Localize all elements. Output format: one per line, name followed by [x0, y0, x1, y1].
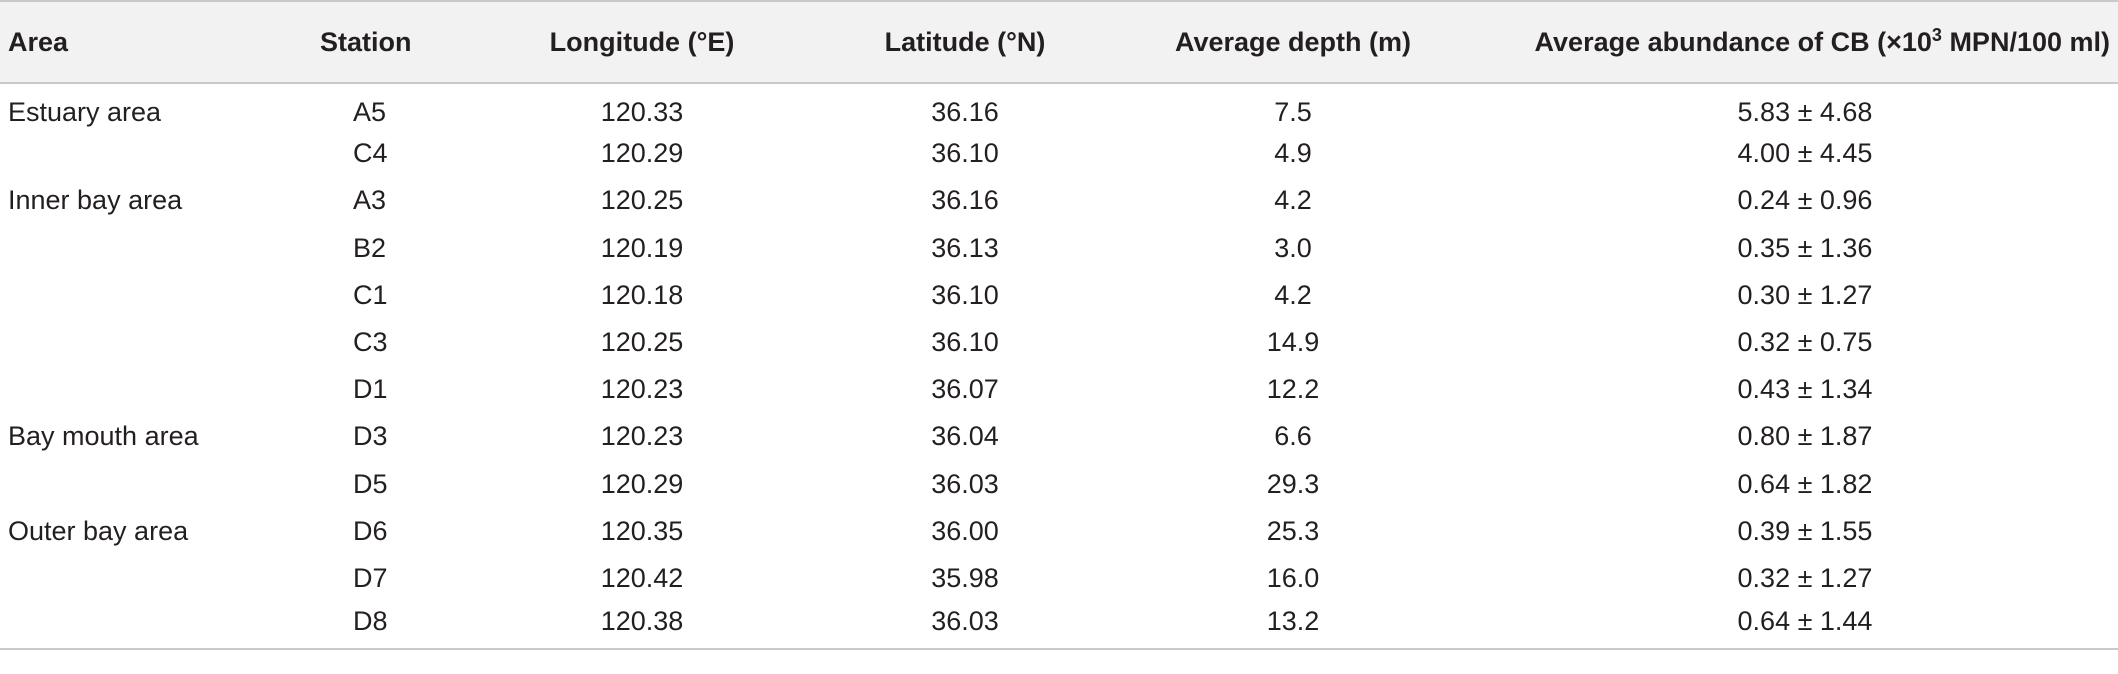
table-row: C1 120.18 36.10 4.2 0.30 ± 1.27: [0, 272, 2118, 319]
cell-area: Estuary area: [8, 96, 162, 127]
cell-latitude: 36.16: [931, 185, 999, 216]
cell-latitude: 36.00: [931, 515, 999, 546]
cell-longitude: 120.42: [600, 562, 684, 593]
cell-cb-abundance: 0.32 ± 0.75: [1737, 327, 1873, 358]
header-latitude: Latitude (°N): [836, 0, 1094, 84]
cell-cb-abundance: 0.32 ± 1.27: [1737, 562, 1873, 593]
table-row: Outer bay area D6 120.35 36.00 25.3 0.39 ± 1.…: [0, 508, 2118, 555]
table-row: Estuary area A5 120.33 36.16 7.5 5.83 ± 4.68: [0, 83, 2118, 130]
cell-longitude: 120.29: [600, 468, 684, 499]
header-cb-abundance: Average abundance of CB (×103 MPN/100 ml…: [1492, 0, 2118, 84]
cell-cb-abundance: 0.30 ± 1.27: [1737, 279, 1873, 310]
header-depth: Average depth (m): [1094, 0, 1492, 84]
cell-cb-abundance: 5.83 ± 4.68: [1737, 96, 1873, 127]
header-cb-suffix: MPN/100 ml): [1941, 26, 2110, 57]
table-row: C4 120.29 36.10 4.9 4.00 ± 4.45: [0, 130, 2118, 177]
table-row: D1 120.23 36.07 12.2 0.43 ± 1.34: [0, 366, 2118, 413]
cell-depth: 12.2: [1266, 374, 1320, 405]
cell-cb-abundance: 0.39 ± 1.55: [1737, 515, 1873, 546]
cell-latitude: 36.16: [931, 96, 999, 127]
cell-latitude: 35.98: [931, 562, 999, 593]
cell-cb-abundance: 0.24 ± 0.96: [1737, 185, 1873, 216]
cell-area: [0, 602, 308, 651]
cell-latitude: 36.03: [931, 468, 999, 499]
cell-depth: 7.5: [1274, 96, 1312, 127]
cell-longitude: 120.33: [600, 96, 684, 127]
cell-depth: 14.9: [1266, 327, 1320, 358]
cell-longitude: 120.29: [600, 138, 684, 169]
table-row: D7 120.42 35.98 16.0 0.32 ± 1.27: [0, 555, 2118, 602]
cell-station: C3: [353, 327, 388, 358]
cell-cb-abundance: 0.64 ± 1.44: [1492, 602, 2118, 651]
station-table: Area Station Longitude (°E) Latitude (°N…: [0, 0, 2118, 651]
cell-depth: 13.2: [1094, 602, 1492, 651]
table-row: C3 120.25 36.10 14.9 0.32 ± 0.75: [0, 319, 2118, 366]
cell-latitude: 36.10: [931, 138, 999, 169]
cell-station: C4: [353, 138, 388, 169]
cell-depth: 4.2: [1274, 185, 1312, 216]
header-station: Station: [308, 0, 448, 84]
cell-latitude: 36.03: [836, 602, 1094, 651]
cell-station: D1: [353, 374, 388, 405]
cell-area: [0, 366, 308, 413]
cell-station: D3: [353, 421, 388, 452]
cell-area: [0, 319, 308, 366]
cell-depth: 16.0: [1266, 562, 1320, 593]
cell-longitude: 120.35: [600, 515, 684, 546]
cell-longitude: 120.23: [600, 374, 684, 405]
cell-longitude: 120.18: [600, 279, 684, 310]
header-cb-prefix: Average abundance of CB (×10: [1534, 26, 1932, 57]
table-header: Area Station Longitude (°E) Latitude (°N…: [0, 0, 2118, 84]
header-area: Area: [0, 0, 308, 84]
cell-area: [0, 272, 308, 319]
cell-longitude: 120.25: [600, 185, 684, 216]
cell-latitude: 36.10: [931, 279, 999, 310]
cell-depth: 29.3: [1266, 468, 1320, 499]
header-row: Area Station Longitude (°E) Latitude (°N…: [0, 0, 2118, 84]
cell-depth: 3.0: [1274, 232, 1312, 263]
table-row: B2 120.19 36.13 3.0 0.35 ± 1.36: [0, 225, 2118, 272]
cell-station: A3: [353, 185, 387, 216]
cell-latitude: 36.04: [931, 421, 999, 452]
cell-latitude: 36.13: [931, 232, 999, 263]
cell-station: D8: [308, 602, 448, 651]
cell-longitude: 120.38: [448, 602, 836, 651]
table-row: D5 120.29 36.03 29.3 0.64 ± 1.82: [0, 461, 2118, 508]
cell-station: A5: [353, 96, 387, 127]
cell-latitude: 36.10: [931, 327, 999, 358]
cell-station: D5: [353, 468, 388, 499]
cell-depth: 4.9: [1274, 138, 1312, 169]
cell-station: C1: [353, 279, 388, 310]
cell-depth: 6.6: [1274, 421, 1312, 452]
cell-longitude: 120.19: [600, 232, 684, 263]
cell-area: [0, 130, 308, 177]
cell-station: D7: [353, 562, 388, 593]
cell-cb-abundance: 4.00 ± 4.45: [1737, 138, 1873, 169]
cell-depth: 25.3: [1266, 515, 1320, 546]
cell-cb-abundance: 0.64 ± 1.82: [1737, 468, 1873, 499]
cell-depth: 4.2: [1274, 279, 1312, 310]
cell-longitude: 120.23: [600, 421, 684, 452]
station-table-container: Area Station Longitude (°E) Latitude (°N…: [0, 0, 2118, 651]
cell-station: B2: [353, 232, 387, 263]
table-row: D8 120.38 36.03 13.2 0.64 ± 1.44: [0, 602, 2118, 651]
cell-area: [0, 461, 308, 508]
cell-station: D6: [353, 515, 388, 546]
cell-area: Bay mouth area: [8, 421, 199, 452]
header-cb-exponent: 3: [1931, 24, 1942, 45]
cell-area: [0, 225, 308, 272]
cell-cb-abundance: 0.35 ± 1.36: [1737, 232, 1873, 263]
cell-area: [0, 555, 308, 602]
cell-area: Inner bay area: [8, 185, 183, 216]
cell-cb-abundance: 0.43 ± 1.34: [1737, 374, 1873, 405]
table-body: Estuary area A5 120.33 36.16 7.5 5.83 ± 4.68 C…: [0, 83, 2118, 651]
cell-cb-abundance: 0.80 ± 1.87: [1737, 421, 1873, 452]
header-longitude: Longitude (°E): [448, 0, 836, 84]
table-row: Bay mouth area D3 120.23 36.04 6.6 0.80 ± 1.8…: [0, 413, 2118, 460]
cell-longitude: 120.25: [600, 327, 684, 358]
cell-latitude: 36.07: [931, 374, 999, 405]
cell-area: Outer bay area: [8, 515, 189, 546]
table-row: Inner bay area A3 120.25 36.16 4.2 0.24 ± 0.9…: [0, 177, 2118, 224]
